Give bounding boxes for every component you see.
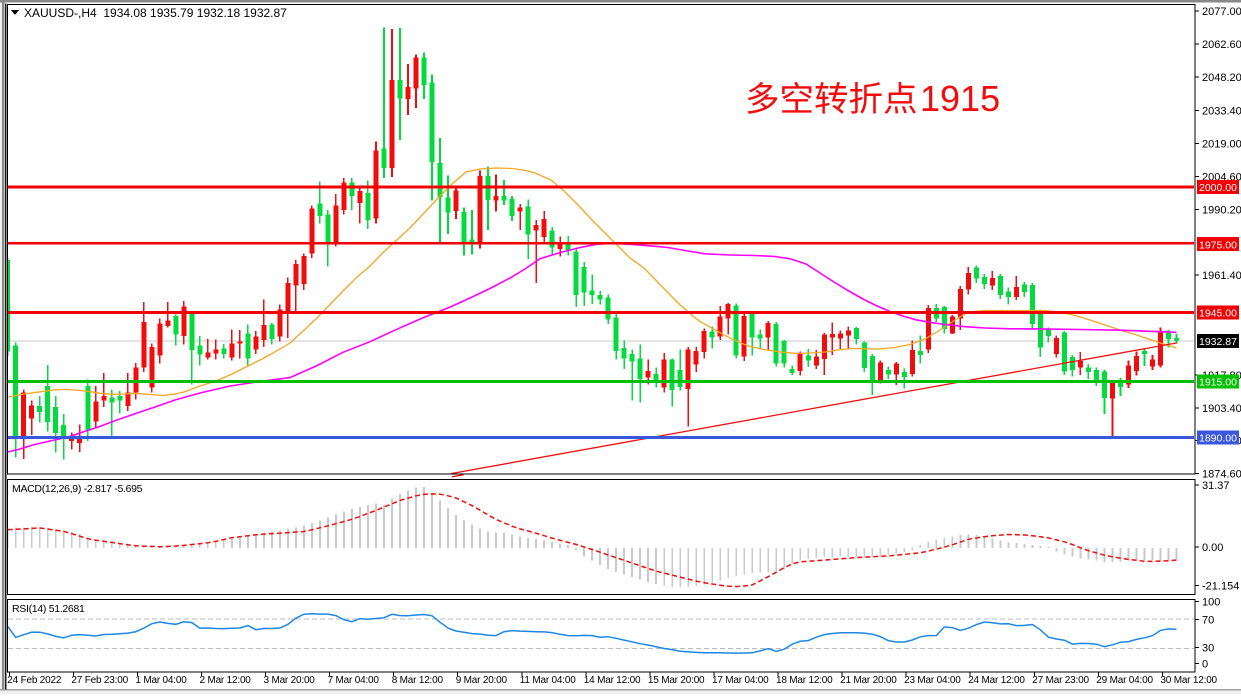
svg-text:29 Mar 04:00: 29 Mar 04:00 [1096,675,1153,686]
svg-text:1961.40: 1961.40 [1202,270,1241,282]
svg-text:XAUUSD-,H4 1934.08 1935.79 19: XAUUSD-,H4 1934.08 1935.79 1932.18 1932.… [24,6,287,20]
svg-text:9 Mar 20:00: 9 Mar 20:00 [456,675,508,686]
svg-text:31.37: 31.37 [1202,480,1230,492]
svg-text:27 Mar 23:00: 27 Mar 23:00 [1032,675,1089,686]
svg-text:14 Mar 12:00: 14 Mar 12:00 [584,675,641,686]
svg-text:8 Mar 12:00: 8 Mar 12:00 [392,675,444,686]
svg-text:1975.00: 1975.00 [1199,239,1237,251]
svg-text:2033.40: 2033.40 [1202,106,1241,118]
svg-text:1932.87: 1932.87 [1199,336,1237,348]
svg-text:2062.60: 2062.60 [1202,39,1241,51]
svg-text:11 Mar 04:00: 11 Mar 04:00 [520,675,576,686]
svg-text:2077.00: 2077.00 [1202,6,1241,18]
svg-text:0: 0 [1202,659,1208,671]
svg-text:1915: 1915 [920,78,1000,119]
svg-text:7 Mar 04:00: 7 Mar 04:00 [328,675,380,686]
svg-text:1890.00: 1890.00 [1199,433,1237,445]
svg-text:27 Feb 23:00: 27 Feb 23:00 [71,675,128,686]
svg-text:24 Feb 2022: 24 Feb 2022 [7,675,62,686]
svg-text:1945.00: 1945.00 [1199,308,1237,320]
svg-text:0.00: 0.00 [1202,542,1223,554]
svg-text:1915.00: 1915.00 [1199,377,1237,389]
svg-text:1 Mar 04:00: 1 Mar 04:00 [135,675,187,686]
svg-text:1990.20: 1990.20 [1202,204,1241,216]
svg-text:21 Mar 20:00: 21 Mar 20:00 [840,675,897,686]
svg-text:2000.00: 2000.00 [1199,182,1237,194]
svg-text:23 Mar 04:00: 23 Mar 04:00 [904,675,961,686]
svg-text:RSI(14) 51.2681: RSI(14) 51.2681 [12,603,85,615]
svg-text:15 Mar 20:00: 15 Mar 20:00 [648,675,705,686]
svg-text:70: 70 [1202,615,1214,627]
svg-text:30: 30 [1202,643,1214,655]
svg-text:2048.20: 2048.20 [1202,72,1241,84]
svg-text:MACD(12,26,9) -2.817 -5.695: MACD(12,26,9) -2.817 -5.695 [12,483,143,495]
svg-text:2 Mar 12:00: 2 Mar 12:00 [200,675,252,686]
svg-text:1874.60: 1874.60 [1202,469,1241,481]
svg-text:1903.40: 1903.40 [1202,403,1241,415]
svg-text:17 Mar 04:00: 17 Mar 04:00 [712,675,769,686]
svg-text:30 Mar 12:00: 30 Mar 12:00 [1160,675,1217,686]
svg-text:2019.00: 2019.00 [1202,139,1241,151]
svg-text:-21.154: -21.154 [1202,581,1239,593]
svg-text:100: 100 [1202,597,1220,609]
svg-text:24 Mar 12:00: 24 Mar 12:00 [968,675,1025,686]
svg-text:18 Mar 12:00: 18 Mar 12:00 [776,675,833,686]
svg-text:3 Mar 20:00: 3 Mar 20:00 [264,675,316,686]
